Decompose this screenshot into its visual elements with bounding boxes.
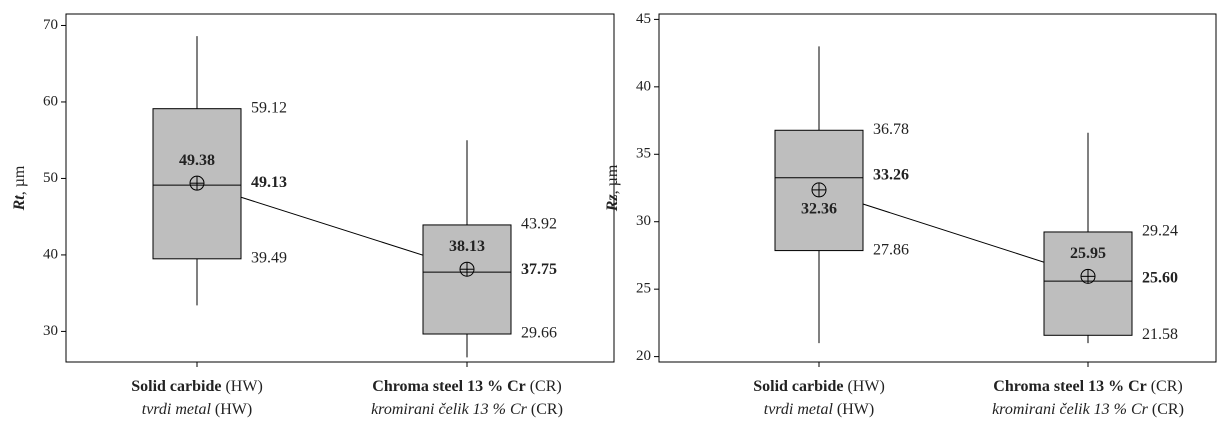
mean-label: 25.95: [1070, 245, 1106, 262]
category-label-translation: kromirani čelik 13 % Cr (CR): [371, 401, 563, 418]
plot-frame: [658, 13, 1217, 363]
y-tick-label: 35: [636, 146, 651, 162]
q1-label: 21.58: [1142, 326, 1178, 343]
q1-label: 29.66: [521, 325, 557, 342]
category-label-translation: kromirani čelik 13 % Cr (CR): [992, 401, 1184, 418]
category-name-translation: kromirani čelik 13 % Cr: [992, 401, 1149, 418]
median-label: 37.75: [521, 261, 557, 278]
category-code: (CR): [527, 401, 563, 418]
category-label: Chroma steel 13 % Cr (CR): [993, 378, 1182, 395]
category-name-translation: tvrdi metal: [764, 401, 834, 418]
q3-label: 36.78: [873, 121, 909, 138]
box-1: 36.78 27.86 33.26 32.36: [774, 46, 909, 344]
y-tick-label: 40: [636, 78, 651, 94]
category-code: (CR): [526, 378, 562, 395]
box-2: 29.24 21.58 25.60 25.95: [1043, 132, 1178, 344]
iqr-box: [422, 224, 512, 335]
category-name-translation: kromirani čelik 13 % Cr: [371, 401, 528, 418]
category-label: Chroma steel 13 % Cr (CR): [372, 378, 561, 395]
y-axis-var: Rz: [604, 194, 621, 213]
q3-label: 43.92: [521, 216, 557, 233]
y-tick-label: 70: [43, 17, 58, 33]
y-tick-label: 45: [636, 11, 651, 27]
category-code: (HW): [221, 378, 262, 395]
category-label: Solid carbide (HW): [131, 378, 263, 395]
category-name: Chroma steel 13 % Cr: [993, 378, 1146, 395]
y-axis-unit: , µm: [604, 164, 621, 194]
category-label-translation: tvrdi metal (HW): [142, 401, 252, 418]
mean-label: 49.38: [179, 152, 215, 169]
median-label: 25.60: [1142, 270, 1178, 287]
category-code: (CR): [1147, 378, 1183, 395]
y-tick-label: 20: [636, 348, 651, 364]
q3-label: 29.24: [1142, 223, 1178, 240]
category-name: Chroma steel 13 % Cr: [372, 378, 525, 395]
y-axis-unit: , µm: [11, 165, 28, 195]
plot-frame: [65, 13, 615, 363]
y-axis-title: Rz, µm: [604, 164, 621, 212]
y-tick-label: 50: [43, 170, 58, 186]
category-code: (HW): [211, 401, 252, 418]
y-tick-label: 30: [636, 213, 651, 229]
q3-label: 59.12: [251, 99, 287, 116]
mean-connect-line: [196, 182, 468, 270]
box-2: 43.92 29.66 37.75 38.13: [422, 140, 557, 358]
mean-connect-line: [818, 189, 1089, 277]
q1-label: 27.86: [873, 241, 909, 258]
chart-panel-1: 30 40 50 60 70 Rt, µm 59.12 39.49 49.13 49.38 43.9…: [11, 13, 615, 418]
y-tick-label: 25: [636, 281, 651, 297]
y-axis-title: Rt, µm: [11, 165, 28, 211]
category-label: Solid carbide (HW): [753, 378, 885, 395]
median-label: 33.26: [873, 166, 909, 183]
category-name: Solid carbide: [131, 378, 221, 395]
mean-label: 38.13: [449, 238, 485, 255]
mean-label: 32.36: [801, 201, 837, 218]
chart-panel-2: 20 25 30 35 40 45 Rz, µm 36.78 27.86 33.26 32.36 29…: [604, 11, 1217, 418]
box-1: 59.12 39.49 49.13 49.38: [152, 36, 287, 306]
category-code: (HW): [833, 401, 874, 418]
category-code: (HW): [843, 378, 884, 395]
y-tick-label: 30: [43, 323, 58, 339]
y-axis-var: Rt: [11, 195, 28, 212]
y-tick-label: 60: [43, 93, 58, 109]
category-label-translation: tvrdi metal (HW): [764, 401, 874, 418]
y-tick-label: 40: [43, 246, 58, 262]
q1-label: 39.49: [251, 249, 287, 266]
median-label: 49.13: [251, 174, 287, 191]
category-name-translation: tvrdi metal: [142, 401, 212, 418]
category-code: (CR): [1148, 401, 1184, 418]
category-name: Solid carbide: [753, 378, 843, 395]
